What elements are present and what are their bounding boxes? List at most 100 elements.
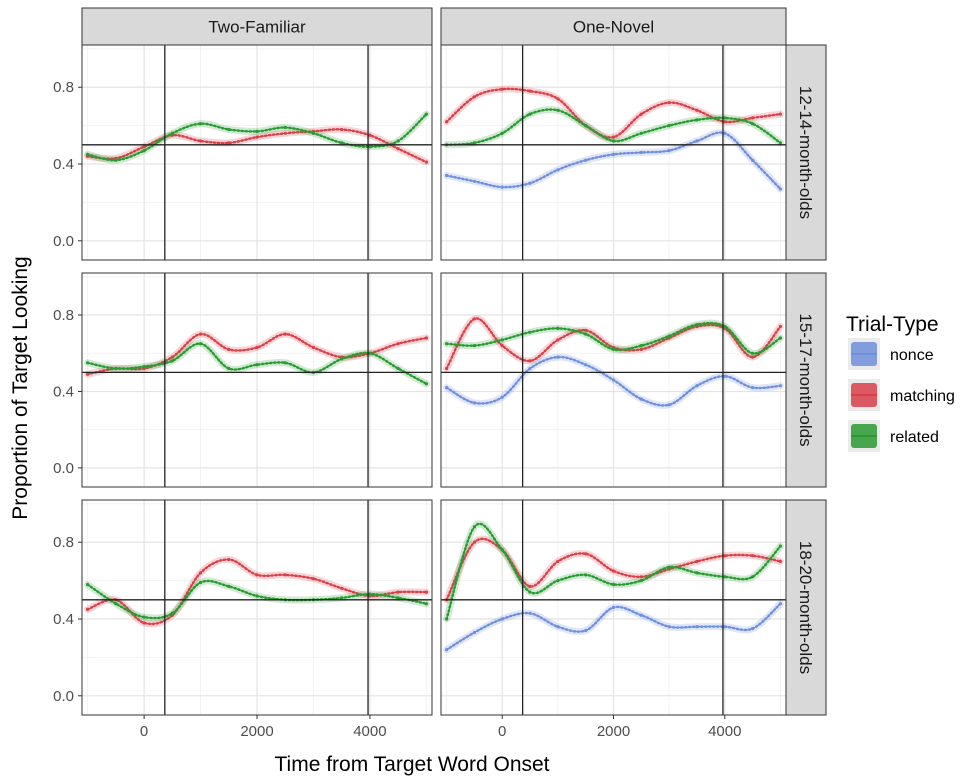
data-point-nonce-1000 bbox=[556, 355, 560, 359]
data-point-matching-2000 bbox=[255, 135, 259, 139]
data-point-matching-1000 bbox=[556, 97, 560, 101]
legend-label: related bbox=[890, 429, 939, 446]
data-point-related-2000 bbox=[611, 139, 616, 143]
data-point-nonce-5000 bbox=[778, 602, 783, 606]
data-point-related-5000 bbox=[778, 336, 783, 340]
data-point-matching-2500 bbox=[283, 573, 287, 577]
data-point-matching-1000 bbox=[198, 139, 203, 143]
data-point-related-2000 bbox=[255, 129, 259, 133]
data-point-matching-3000 bbox=[667, 101, 671, 105]
data-point-related-2000 bbox=[255, 363, 259, 367]
data-point-related-3000 bbox=[667, 334, 671, 338]
data-point-related-2000 bbox=[611, 347, 616, 351]
data-point-matching--1000 bbox=[86, 607, 90, 612]
data-point-related-4000 bbox=[368, 351, 372, 355]
data-point-matching-3500 bbox=[340, 586, 344, 590]
data-point-related-1000 bbox=[198, 122, 203, 126]
panel-border bbox=[81, 272, 433, 488]
data-point-related-2500 bbox=[639, 579, 643, 583]
facet-panels bbox=[81, 44, 787, 716]
data-point-matching-5000 bbox=[778, 559, 783, 564]
y-tick-label: 0.0 bbox=[53, 233, 74, 250]
data-point-nonce-1500 bbox=[584, 158, 588, 162]
data-point-matching-3500 bbox=[695, 108, 699, 112]
data-point-related--500 bbox=[114, 602, 118, 606]
data-point-nonce-1000 bbox=[556, 168, 560, 172]
data-point-nonce-3500 bbox=[695, 139, 699, 143]
data-point-matching-4000 bbox=[723, 554, 727, 558]
data-point-matching-1500 bbox=[584, 328, 588, 332]
data-point-matching-5000 bbox=[424, 336, 428, 340]
data-point-nonce--500 bbox=[472, 401, 476, 405]
data-point-related-1500 bbox=[584, 124, 588, 128]
data-point-matching--1000 bbox=[86, 372, 90, 376]
data-point-matching-0 bbox=[142, 145, 146, 149]
data-point-related-4500 bbox=[396, 366, 400, 371]
legend: Trial-Type nonce matching related bbox=[846, 313, 955, 452]
y-tick-label: 0.8 bbox=[53, 307, 74, 324]
data-point-nonce-2000 bbox=[611, 378, 616, 382]
data-point-related-1500 bbox=[584, 573, 588, 577]
data-point-related-2000 bbox=[611, 582, 616, 587]
data-point-related-1000 bbox=[198, 342, 203, 346]
data-point-nonce-4000 bbox=[723, 131, 727, 135]
data-point-matching-3500 bbox=[695, 559, 699, 564]
data-point-related-3000 bbox=[667, 124, 671, 128]
data-point-matching-5000 bbox=[778, 112, 783, 116]
data-point-nonce-500 bbox=[528, 366, 532, 371]
data-point-matching--1000 bbox=[445, 120, 449, 124]
data-point-related-1500 bbox=[584, 332, 588, 336]
data-point-related--1000 bbox=[86, 361, 90, 365]
data-point-nonce-2500 bbox=[639, 613, 643, 617]
data-point-nonce--500 bbox=[472, 630, 476, 635]
data-point-related--1000 bbox=[445, 617, 449, 621]
y-tick-label: 0.4 bbox=[53, 156, 74, 173]
x-tick-label: 0 bbox=[140, 723, 148, 740]
axes: 0.0 0.4 0.8 0.0 0.4 0.8 0.0 0.4 0.8 0 2000 4000 0 200… bbox=[53, 79, 741, 740]
data-point-matching-2000 bbox=[255, 573, 259, 577]
data-point-matching-0 bbox=[142, 621, 146, 625]
data-point-related--1000 bbox=[86, 582, 90, 587]
data-point-nonce--1000 bbox=[445, 386, 449, 390]
y-tick-label: 0.4 bbox=[53, 611, 74, 628]
data-point-matching-500 bbox=[528, 359, 532, 363]
data-point-matching-1000 bbox=[198, 332, 203, 336]
data-point-matching-4500 bbox=[751, 554, 755, 558]
data-point-matching-3500 bbox=[340, 127, 344, 132]
data-point-related-2500 bbox=[283, 361, 287, 365]
data-point-related-3000 bbox=[311, 131, 316, 135]
data-point-related-500 bbox=[528, 590, 532, 594]
data-point-matching-500 bbox=[528, 89, 532, 93]
strip-background bbox=[81, 7, 433, 46]
data-point-nonce--500 bbox=[472, 179, 476, 183]
legend-item-nonce: nonce bbox=[848, 338, 934, 370]
data-point-nonce-500 bbox=[528, 181, 532, 185]
data-point-matching-1500 bbox=[227, 141, 231, 145]
data-point-matching-4000 bbox=[368, 133, 372, 137]
x-tick-label: 0 bbox=[498, 723, 506, 740]
data-point-related-500 bbox=[170, 611, 174, 615]
data-point-related-3500 bbox=[340, 141, 344, 145]
data-point-matching-0 bbox=[500, 87, 504, 91]
data-point-matching-4500 bbox=[751, 355, 755, 359]
data-point-nonce-1500 bbox=[584, 363, 588, 367]
data-point-nonce-3500 bbox=[695, 625, 699, 629]
data-point-related--500 bbox=[472, 141, 476, 145]
panel-one-novel-15-17-month-olds bbox=[440, 272, 787, 488]
y-tick-label: 0.0 bbox=[53, 688, 74, 705]
data-point-related-3500 bbox=[340, 596, 344, 600]
data-point-related-3500 bbox=[695, 323, 699, 327]
data-point-matching-5000 bbox=[424, 160, 428, 164]
x-tick-label: 2000 bbox=[240, 723, 273, 740]
data-point-nonce-4000 bbox=[723, 374, 727, 378]
data-point-nonce-2500 bbox=[639, 150, 643, 155]
data-point-related-2500 bbox=[639, 344, 643, 348]
panel-two-familiar-12-14-month-olds bbox=[81, 44, 433, 261]
data-point-matching-3000 bbox=[311, 345, 316, 350]
data-point-related-500 bbox=[528, 330, 532, 334]
data-point-related--500 bbox=[114, 158, 118, 162]
data-point-related-2500 bbox=[283, 125, 287, 130]
data-point-matching-1500 bbox=[584, 552, 588, 556]
data-point-related-0 bbox=[500, 338, 504, 342]
data-point-nonce-1000 bbox=[556, 625, 560, 629]
